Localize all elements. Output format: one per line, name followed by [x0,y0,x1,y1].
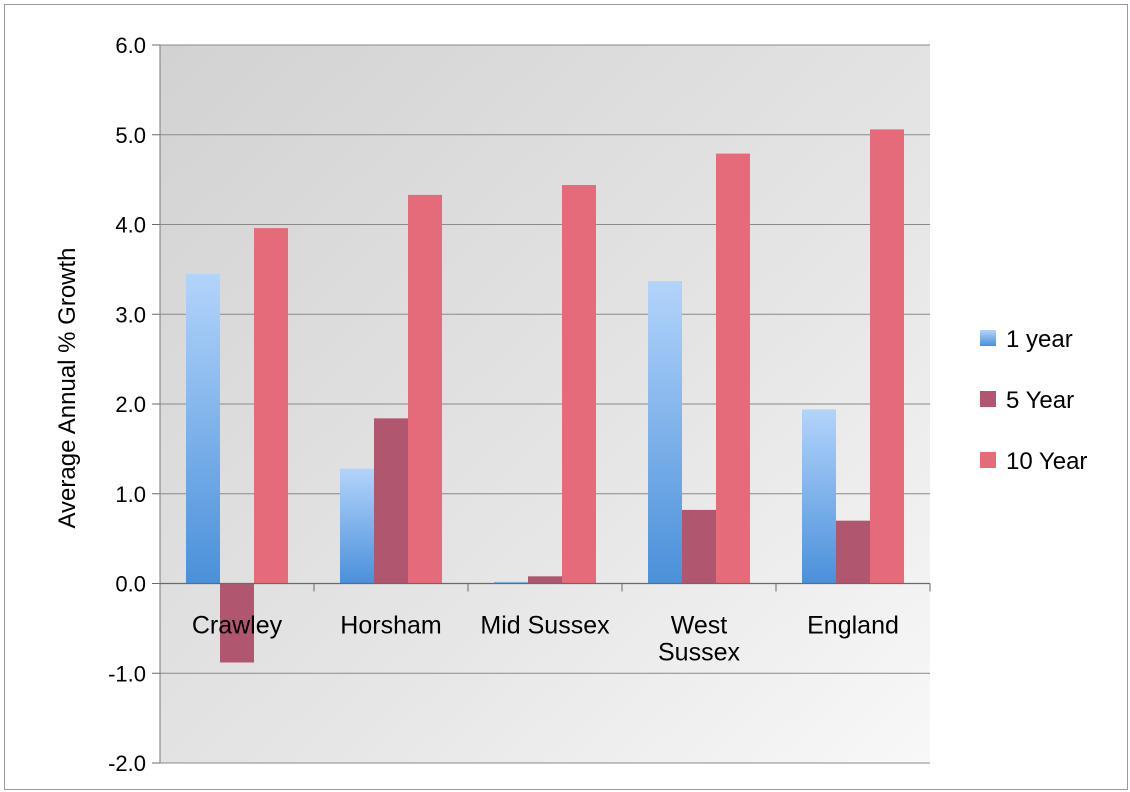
y-tick-label: -1.0 [108,661,146,686]
x-category-label: Horsham [340,612,441,640]
x-category-label: West [671,612,728,640]
legend-label: 5 Year [1006,387,1074,414]
y-tick-label: 6.0 [115,33,146,58]
legend-swatch [980,330,996,346]
y-tick-label: 0.0 [115,572,146,597]
y-tick-label: 3.0 [115,302,146,327]
y-tick-label: 1.0 [115,482,146,507]
bars [186,129,904,663]
y-tick-label: 2.0 [115,392,146,417]
y-axis-title: Average Annual % Growth [54,247,81,528]
legend-swatch [980,452,996,468]
bar-1-year [648,281,682,584]
legend-swatch [980,391,996,407]
y-tick-labels: -2.0 -1.0 0.0 1.0 2.0 3.0 4.0 5.0 6.0 [108,33,146,776]
bar-5-year [528,576,562,584]
gridlines [152,44,930,764]
x-category-label: Sussex [658,639,740,667]
axes [159,45,931,763]
bar-5-year [374,418,408,584]
legend-label: 1 year [1006,326,1073,353]
y-tick-label: -2.0 [108,751,146,776]
bar-1-year [340,468,374,584]
bar-10-year [562,185,596,584]
x-category-label: Crawley [192,612,283,640]
bar-chart: -2.0 -1.0 0.0 1.0 2.0 3.0 4.0 5.0 6.0 Crawley Hor… [54,33,1087,776]
bar-10-year [716,153,750,584]
bar-5-year [220,583,254,663]
y-tick-label: 5.0 [115,123,146,148]
legend-label: 10 Year [1006,448,1087,475]
chart-frame: -2.0 -1.0 0.0 1.0 2.0 3.0 4.0 5.0 6.0 Crawley Hor… [4,4,1128,790]
bar-1-year [494,581,528,584]
x-category-label: Mid Sussex [480,612,610,640]
x-category-label: England [807,612,899,640]
bar-1-year [802,409,836,584]
bar-5-year [682,509,716,584]
bar-10-year [870,129,904,584]
bar-1-year [186,273,220,584]
y-tick-label: 4.0 [115,213,146,238]
bar-5-year [836,520,870,584]
bar-10-year [408,194,442,584]
bar-10-year [254,228,288,584]
legend: 1 year 5 Year 10 Year [980,326,1087,475]
